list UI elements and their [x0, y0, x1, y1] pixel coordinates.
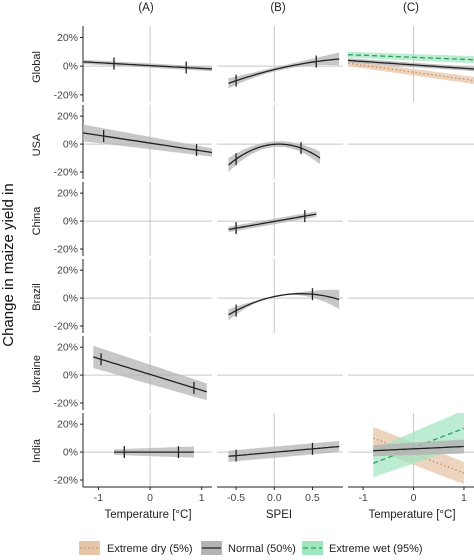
ribbon-ukraine-a-normal — [93, 345, 207, 401]
ribbon-usa-b-normal — [228, 141, 321, 172]
x-tick-label-c-2: 1 — [461, 492, 467, 504]
y-tick-label-usa-1: 0% — [63, 139, 78, 151]
y-tick-label-brazil-1: 0% — [63, 293, 78, 305]
line-global-c-wet — [347, 54, 474, 61]
y-tick-label-china-0: -20% — [53, 244, 78, 256]
line-usa-b-normal — [228, 143, 321, 166]
ribbon-global-b-normal — [228, 52, 340, 89]
ribbon-brazil-b-normal — [228, 289, 340, 321]
line-ukraine-a-normal — [93, 356, 207, 393]
column-title-b: (B) — [270, 2, 286, 14]
y-tick-label-brazil-0: -20% — [53, 321, 78, 333]
line-usa-a-normal — [82, 132, 213, 154]
y-tick-label-global-1: 0% — [63, 61, 78, 73]
y-tick-label-usa-0: -20% — [53, 167, 78, 179]
column-title-c: (C) — [403, 2, 419, 14]
labels-layer: (A) (B) (C) Global USA China Brazil Ukra… — [0, 2, 456, 521]
y-tick-label-ukraine-0: -20% — [53, 398, 78, 410]
panel-brazil-a — [83, 259, 212, 333]
panel-china-c — [348, 182, 474, 256]
y-tick-label-ukraine-2: 20% — [57, 342, 78, 354]
panel-ukraine-b — [217, 336, 343, 410]
row-label-india: India — [31, 438, 43, 463]
x-axis-label-a: Temperature [°C] — [104, 509, 191, 521]
row-label-brazil: Brazil — [31, 283, 43, 311]
line-china-b-normal — [228, 213, 317, 231]
panel-ukraine-c — [348, 336, 474, 410]
legend-label-dry: Extreme dry (5%) — [107, 543, 193, 555]
y-tick-label-india-1: 0% — [63, 447, 78, 459]
y-tick-label-brazil-2: 20% — [57, 265, 78, 277]
x-tick-label-b-0: -0.5 — [227, 492, 245, 504]
x-axis-label-c: Temperature [°C] — [368, 509, 455, 521]
y-tick-label-global-2: 20% — [57, 32, 78, 44]
row-label-global: Global — [31, 51, 43, 83]
x-tick-label-b-2: 0.5 — [305, 492, 320, 504]
y-tick-label-usa-2: 20% — [57, 111, 78, 123]
line-global-b-normal — [228, 58, 340, 85]
x-tick-label-a-2: 1 — [199, 492, 205, 504]
x-tick-label-c-0: -1 — [358, 492, 367, 504]
line-global-a-normal — [82, 61, 213, 70]
x-tick-label-b-1: 0.0 — [267, 492, 282, 504]
y-tick-label-china-2: 20% — [57, 188, 78, 200]
x-tick-label-a-0: -1 — [94, 492, 103, 504]
ribbon-usa-a-normal — [83, 124, 212, 157]
line-global-c-normal — [347, 59, 474, 70]
legend-label-wet: Extreme wet (95%) — [329, 543, 423, 555]
row-label-china: China — [31, 206, 43, 236]
panel-brazil-c — [348, 259, 474, 333]
y-tick-label-global-0: -20% — [53, 89, 78, 101]
legend: Extreme dry (5%) Normal (50%) Extreme we… — [79, 541, 423, 555]
line-brazil-b-normal — [228, 293, 340, 316]
ribbon-global-c-wet — [348, 51, 474, 64]
ribbon-global-c-dry — [348, 60, 474, 85]
panel-china-a — [83, 182, 212, 256]
panel-usa-c — [348, 105, 474, 179]
x-axis-label-b: SPEI — [266, 509, 292, 521]
y-tick-label-ukraine-1: 0% — [63, 370, 78, 382]
x-tick-label-a-1: 0 — [147, 492, 153, 504]
column-title-a: (A) — [138, 2, 154, 14]
x-tick-label-c-1: 0 — [411, 492, 417, 504]
ribbon-india-c-normal — [373, 439, 464, 457]
y-axis-label: Change in maize yield in — [0, 183, 17, 346]
y-tick-label-india-0: -20% — [53, 475, 78, 487]
line-global-c-dry — [347, 62, 474, 82]
line-india-c-normal — [373, 445, 464, 452]
row-label-usa: USA — [31, 133, 43, 156]
panels-layer: -20% 0% 20% -20% 0% 20% -20% 0% 20% -20% 0% 20% -20%… — [53, 26, 474, 504]
line-india-b-normal — [228, 445, 340, 457]
y-tick-label-india-2: 20% — [57, 419, 78, 431]
legend-label-normal: Normal (50%) — [228, 543, 296, 555]
y-tick-label-china-1: 0% — [63, 216, 78, 228]
row-label-ukraine: Ukraine — [31, 355, 43, 393]
